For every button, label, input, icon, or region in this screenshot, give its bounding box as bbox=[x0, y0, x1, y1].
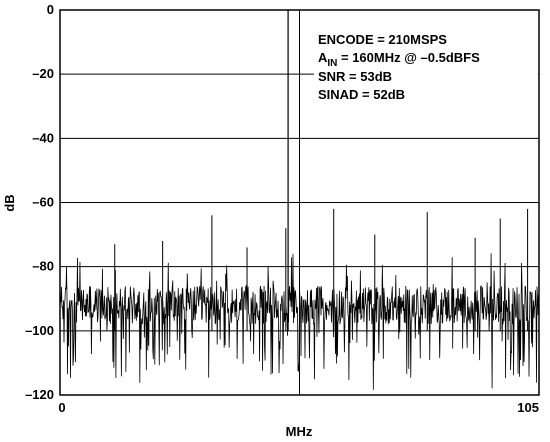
annotation-ain: AIN = 160MHz @ –0.5dBFS bbox=[318, 50, 480, 69]
y-tick-labels: 0 –20 –40 –60 –80 –100 –120 bbox=[25, 2, 54, 402]
annotation-ain-main: A bbox=[318, 50, 328, 65]
y-tick-label: –80 bbox=[32, 259, 54, 274]
y-axis-title: dB bbox=[2, 194, 17, 211]
x-tick-labels: 0 105 bbox=[58, 400, 539, 415]
annotation-sinad: SINAD = 52dB bbox=[318, 87, 405, 102]
x-tick-label: 105 bbox=[517, 400, 539, 415]
y-tick-label: –20 bbox=[32, 66, 54, 81]
annotation-box-bg bbox=[314, 28, 538, 106]
y-tick-label: –120 bbox=[25, 387, 54, 402]
x-axis-title: MHz bbox=[286, 424, 313, 439]
annotation-snr: SNR = 53dB bbox=[318, 69, 392, 84]
annotation-ain-rest: = 160MHz @ –0.5dBFS bbox=[337, 50, 480, 65]
y-tick-label: –40 bbox=[32, 130, 54, 145]
noise-floor-trace bbox=[59, 253, 540, 390]
y-tick-label: –60 bbox=[32, 195, 54, 210]
x-tick-label: 0 bbox=[58, 400, 65, 415]
y-tick-label: –100 bbox=[25, 323, 54, 338]
y-tick-label: 0 bbox=[47, 2, 54, 17]
annotation-ain-sub: IN bbox=[327, 58, 337, 69]
annotation-encode: ENCODE = 210MSPS bbox=[318, 32, 447, 47]
spur-markers bbox=[59, 10, 529, 331]
spectrum-trace bbox=[59, 253, 540, 390]
plot-frame bbox=[59, 9, 540, 396]
